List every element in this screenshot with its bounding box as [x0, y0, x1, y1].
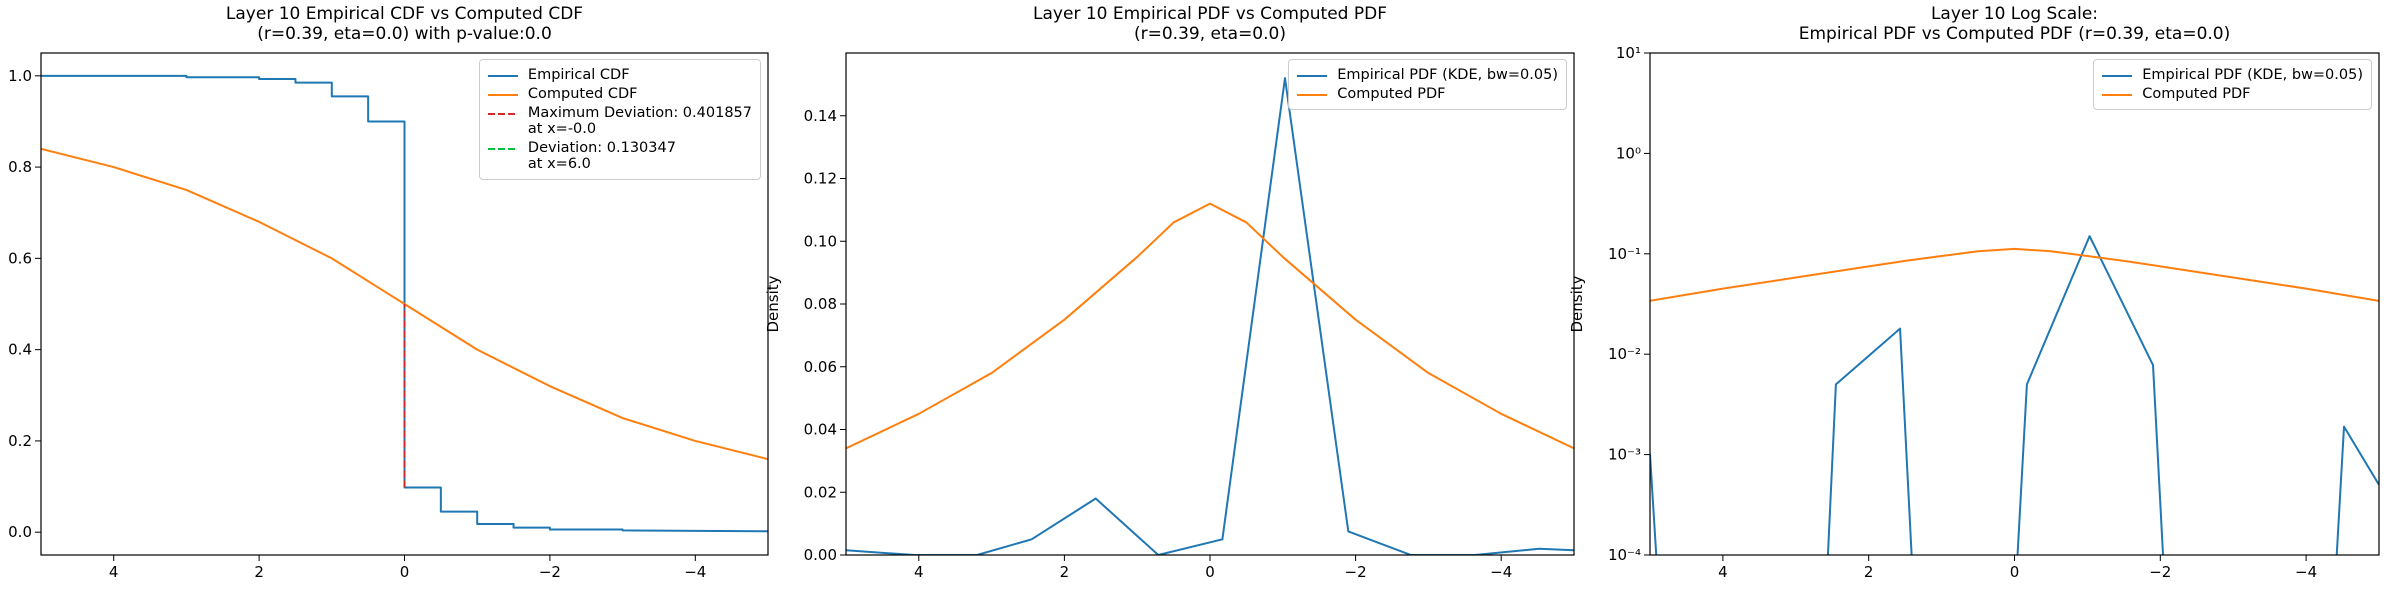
legend: Empirical PDF (KDE, bw=0.05) Computed PDF — [1288, 59, 1567, 110]
series-line — [1650, 235, 2379, 555]
y-tick-label: 0.06 — [804, 358, 837, 376]
y-tick-label: 10⁻⁴ — [1608, 546, 1641, 564]
y-tick-label: 0.12 — [804, 170, 837, 188]
legend-entry: Computed PDF — [1297, 86, 1558, 102]
plot-area — [1650, 235, 2379, 555]
axes-frame — [40, 52, 769, 556]
plot-area — [846, 77, 1574, 555]
y-tick-label: 10⁻² — [1608, 345, 1641, 363]
y-tick-label: 0.14 — [804, 107, 837, 125]
y-tick-label: 0.6 — [8, 249, 32, 267]
x-tick-label: 2 — [254, 563, 264, 581]
y-tick-label: 10¹ — [1616, 44, 1641, 62]
series-line — [846, 202, 1574, 450]
x-tick-label: 0 — [2010, 563, 2020, 581]
x-tick-label: −4 — [2295, 563, 2317, 581]
y-tick-label: 0.00 — [804, 546, 837, 564]
legend-label: Computed PDF — [1337, 86, 1446, 102]
series-line — [846, 77, 1574, 555]
legend-swatch — [487, 94, 518, 96]
axes-frame — [1649, 52, 2380, 556]
legend-entry: Empirical PDF (KDE, bw=0.05) — [2102, 67, 2363, 83]
legend-swatch — [487, 113, 518, 115]
y-tick-label: 0.02 — [804, 483, 837, 501]
x-tick-label: 4 — [914, 563, 924, 581]
legend-swatch — [1297, 94, 1328, 96]
y-tick-label: 0.08 — [804, 295, 837, 313]
legend-label: Deviation: 0.130347 at x=6.0 — [527, 140, 676, 172]
x-tick-label: 0 — [1205, 563, 1215, 581]
y-tick-label: 0.4 — [8, 341, 32, 359]
y-tick-label: 0.2 — [8, 432, 32, 450]
x-tick-label: 4 — [109, 563, 119, 581]
legend-swatch — [2102, 75, 2133, 77]
legend-swatch — [1297, 75, 1328, 77]
legend-entry: Deviation: 0.130347 at x=6.0 — [487, 140, 752, 172]
chart-title: Layer 10 Log Scale: Empirical PDF vs Com… — [1798, 4, 2231, 44]
legend-label: Empirical PDF (KDE, bw=0.05) — [1337, 67, 1558, 83]
y-tick-label: 0.8 — [8, 158, 32, 176]
y-tick-label: 0.10 — [804, 232, 837, 250]
y-tick-label: 0.04 — [804, 421, 837, 439]
x-tick-label: 2 — [1060, 563, 1070, 581]
legend-entry: Empirical PDF (KDE, bw=0.05) — [1297, 67, 1558, 83]
y-tick-label: 10⁰ — [1616, 144, 1641, 162]
legend-entry: Maximum Deviation: 0.401857 at x=-0.0 — [487, 105, 752, 137]
legend-entry: Empirical CDF — [487, 67, 752, 83]
y-tick-label: 10⁻³ — [1608, 446, 1641, 464]
chart-title: Layer 10 Empirical PDF vs Computed PDF (… — [1033, 4, 1387, 44]
plot-area — [41, 74, 768, 533]
x-tick-label: −4 — [1490, 563, 1512, 581]
legend-swatch — [2102, 94, 2133, 96]
legend-label: Empirical PDF (KDE, bw=0.05) — [2142, 67, 2363, 83]
y-axis-label: Density — [1568, 275, 1586, 332]
axes-frame — [845, 52, 1575, 556]
legend-swatch — [487, 75, 518, 77]
legend-label: Empirical CDF — [527, 67, 630, 83]
x-tick-label: 0 — [400, 563, 410, 581]
y-tick-label: 1.0 — [8, 67, 32, 85]
legend: Empirical CDF Computed CDF Maximum Deviati… — [478, 59, 761, 180]
y-tick-label: 10⁻¹ — [1608, 245, 1641, 263]
legend-label: Computed PDF — [2142, 86, 2251, 102]
x-tick-label: 2 — [1864, 563, 1874, 581]
chart-title: Layer 10 Empirical CDF vs Computed CDF (… — [225, 4, 584, 44]
y-axis-label: Density — [764, 275, 782, 332]
x-tick-label: −2 — [1345, 563, 1367, 581]
series-line — [1650, 247, 2379, 302]
x-tick-label: 4 — [1718, 563, 1728, 581]
legend-label: Computed CDF — [527, 86, 638, 102]
x-tick-label: −2 — [539, 563, 561, 581]
x-tick-label: −4 — [684, 563, 706, 581]
x-tick-label: −2 — [2149, 563, 2171, 581]
legend-swatch — [487, 148, 518, 150]
legend-entry: Computed CDF — [487, 86, 752, 102]
legend-entry: Computed PDF — [2102, 86, 2363, 102]
legend-label: Maximum Deviation: 0.401857 at x=-0.0 — [527, 105, 752, 137]
y-tick-label: 0.0 — [8, 523, 32, 541]
legend: Empirical PDF (KDE, bw=0.05) Computed PDF — [2093, 59, 2372, 110]
